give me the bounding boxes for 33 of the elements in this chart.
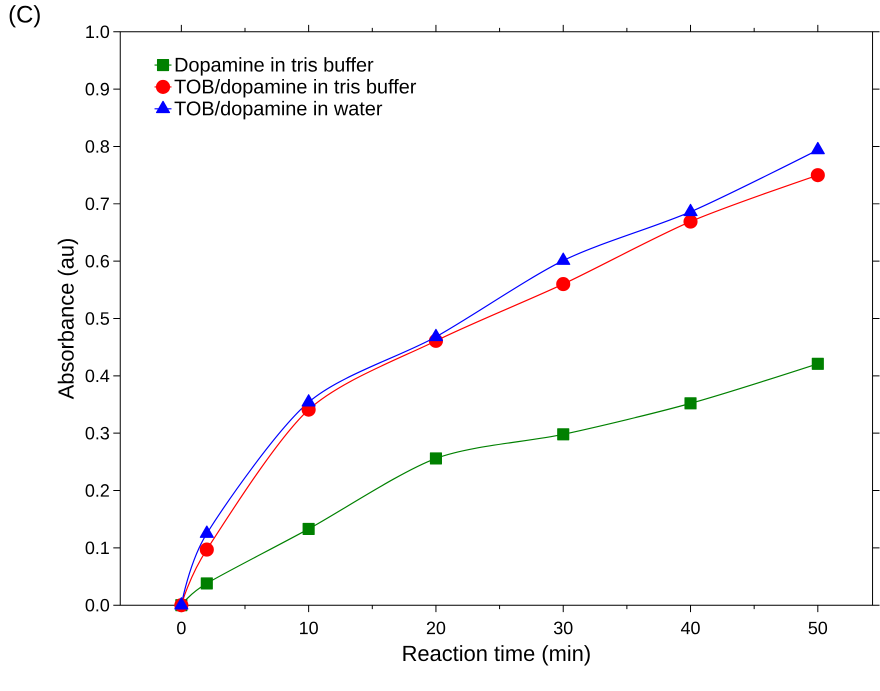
y-tick-label: 0.8: [86, 140, 110, 153]
y-tick-label: 0.5: [86, 312, 110, 325]
x-tick-label: 20: [426, 622, 446, 634]
point: [200, 542, 214, 557]
legend-label: TOB/dopamine in tris buffer: [174, 79, 416, 98]
point: [302, 523, 315, 536]
y-tick-label: 0.9: [86, 82, 109, 96]
point: [812, 358, 824, 370]
point: [556, 277, 570, 292]
point: [557, 428, 570, 441]
chart-title: (C): [10, 5, 40, 28]
y-tick-label: 0.0: [86, 599, 110, 612]
y-tick-label: 0.7: [86, 198, 109, 210]
y-tick-label: 0.3: [86, 426, 109, 440]
x-axis-title: Reaction time (min): [403, 645, 590, 666]
point: [683, 214, 698, 229]
legend-label: Dopamine in tris buffer: [176, 57, 374, 76]
x-tick-label: 50: [808, 622, 828, 634]
x-tick-label: 10: [300, 622, 318, 634]
x-tick-label: 40: [680, 622, 700, 634]
y-tick-label: 1.0: [86, 26, 110, 38]
y-tick-label: 0.4: [86, 370, 110, 382]
x-tick-label: 30: [554, 622, 572, 634]
x-tick-label: 0: [177, 622, 186, 634]
legend-label: TOB/dopamine in water: [174, 101, 382, 120]
point: [684, 397, 697, 410]
point: [200, 578, 213, 590]
point: [810, 168, 825, 182]
y-tick-label: 0.1: [86, 542, 109, 554]
point: [430, 452, 442, 465]
y-tick-label: 0.2: [86, 484, 109, 498]
y-axis-title: Absorbance (au): [58, 239, 78, 400]
y-tick-label: 0.6: [86, 254, 109, 268]
